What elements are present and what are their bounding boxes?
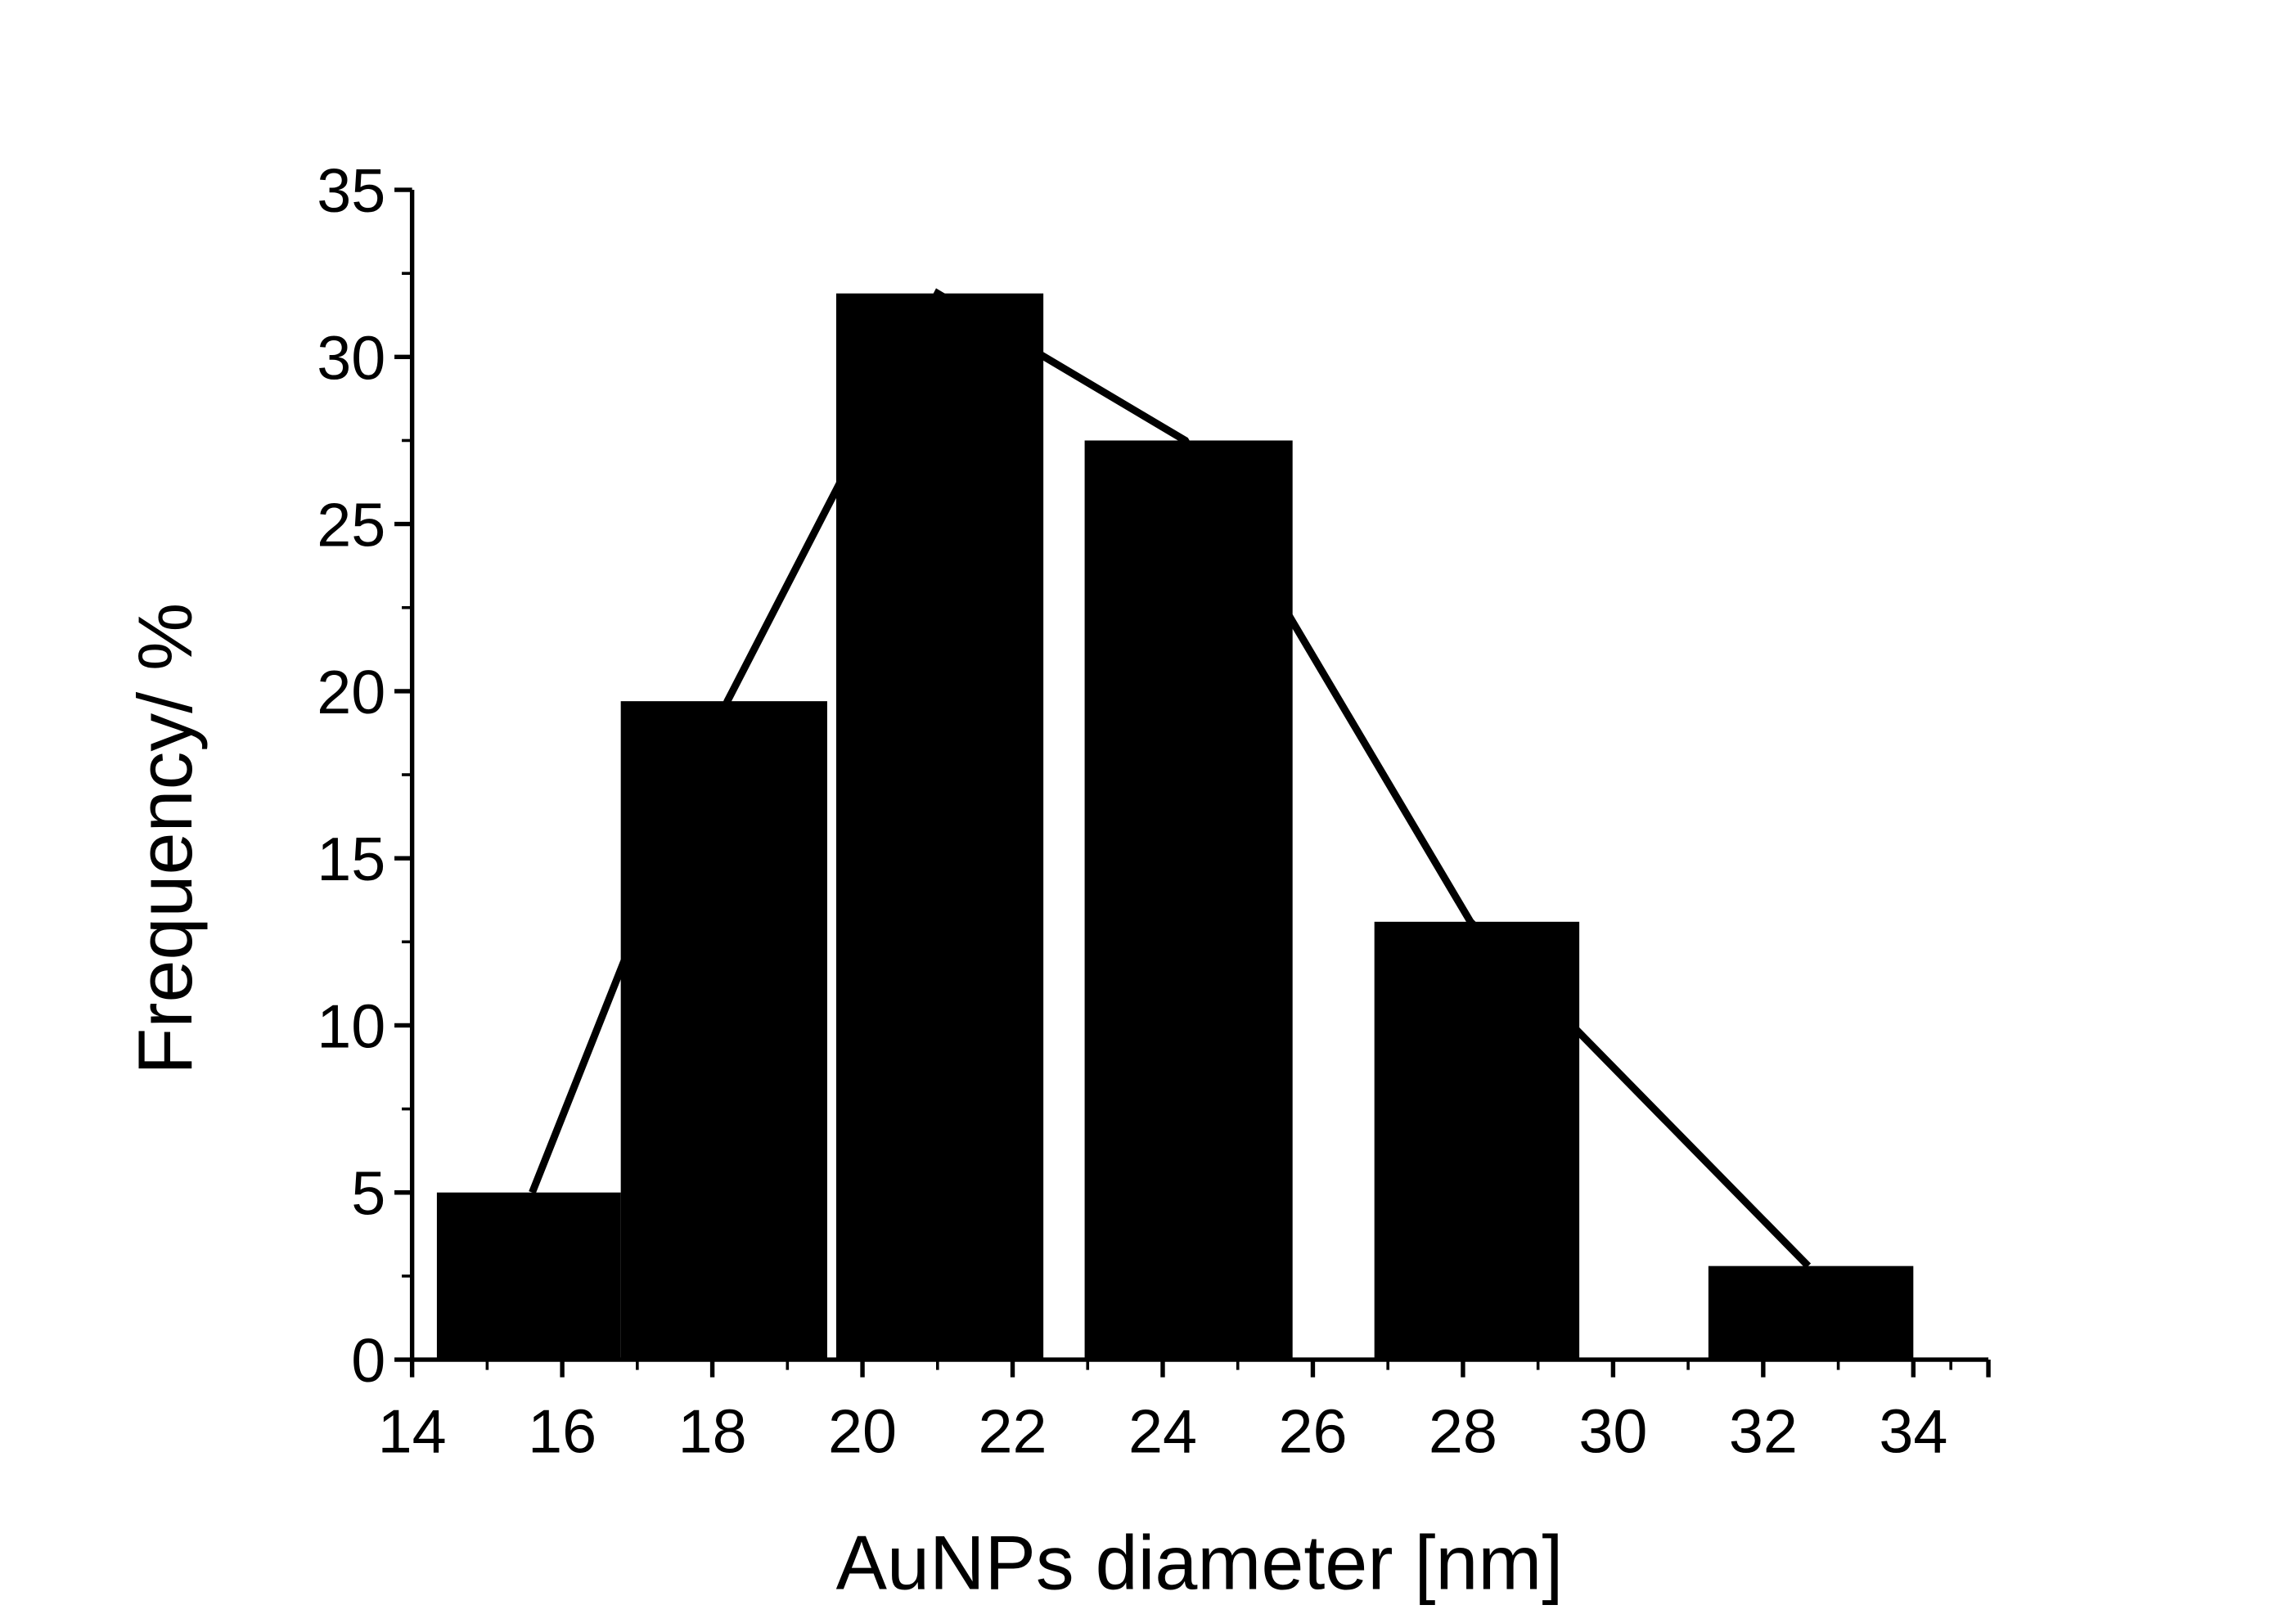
y-tick-label: 35 [317, 157, 385, 226]
y-tick-label: 20 [317, 659, 385, 727]
x-tick-label: 20 [828, 1397, 897, 1466]
x-axis-label: AuNPs diameter [nm] [836, 1520, 1564, 1606]
bar [1708, 1266, 1914, 1360]
y-tick-label: 0 [351, 1327, 385, 1396]
bar [1084, 440, 1293, 1360]
bar [620, 701, 827, 1360]
line [529, 288, 1812, 1269]
x-tick-label: 32 [1729, 1397, 1798, 1466]
bar [835, 293, 1044, 1360]
y-tick-label: 25 [317, 492, 385, 560]
x-tick-label: 24 [1128, 1397, 1197, 1466]
x-tick-label: 22 [979, 1397, 1047, 1466]
y-tick-label: 10 [317, 992, 385, 1061]
bar [436, 1192, 621, 1360]
x-tick-label: 28 [1429, 1397, 1497, 1466]
x-tick-label: 34 [1879, 1397, 1947, 1466]
x-tick-label: 26 [1278, 1397, 1347, 1466]
y-tick-label: 5 [351, 1160, 385, 1229]
x-tick-label: 14 [378, 1397, 447, 1466]
y-axis-label: Frequency/ % [122, 603, 208, 1075]
bar [1374, 921, 1580, 1360]
x-tick-label: 30 [1578, 1397, 1647, 1466]
x-tick-label: 18 [678, 1397, 747, 1466]
y-tick-label: 15 [317, 825, 385, 894]
y-tick-label: 30 [317, 324, 385, 393]
x-tick-label: 16 [528, 1397, 597, 1466]
